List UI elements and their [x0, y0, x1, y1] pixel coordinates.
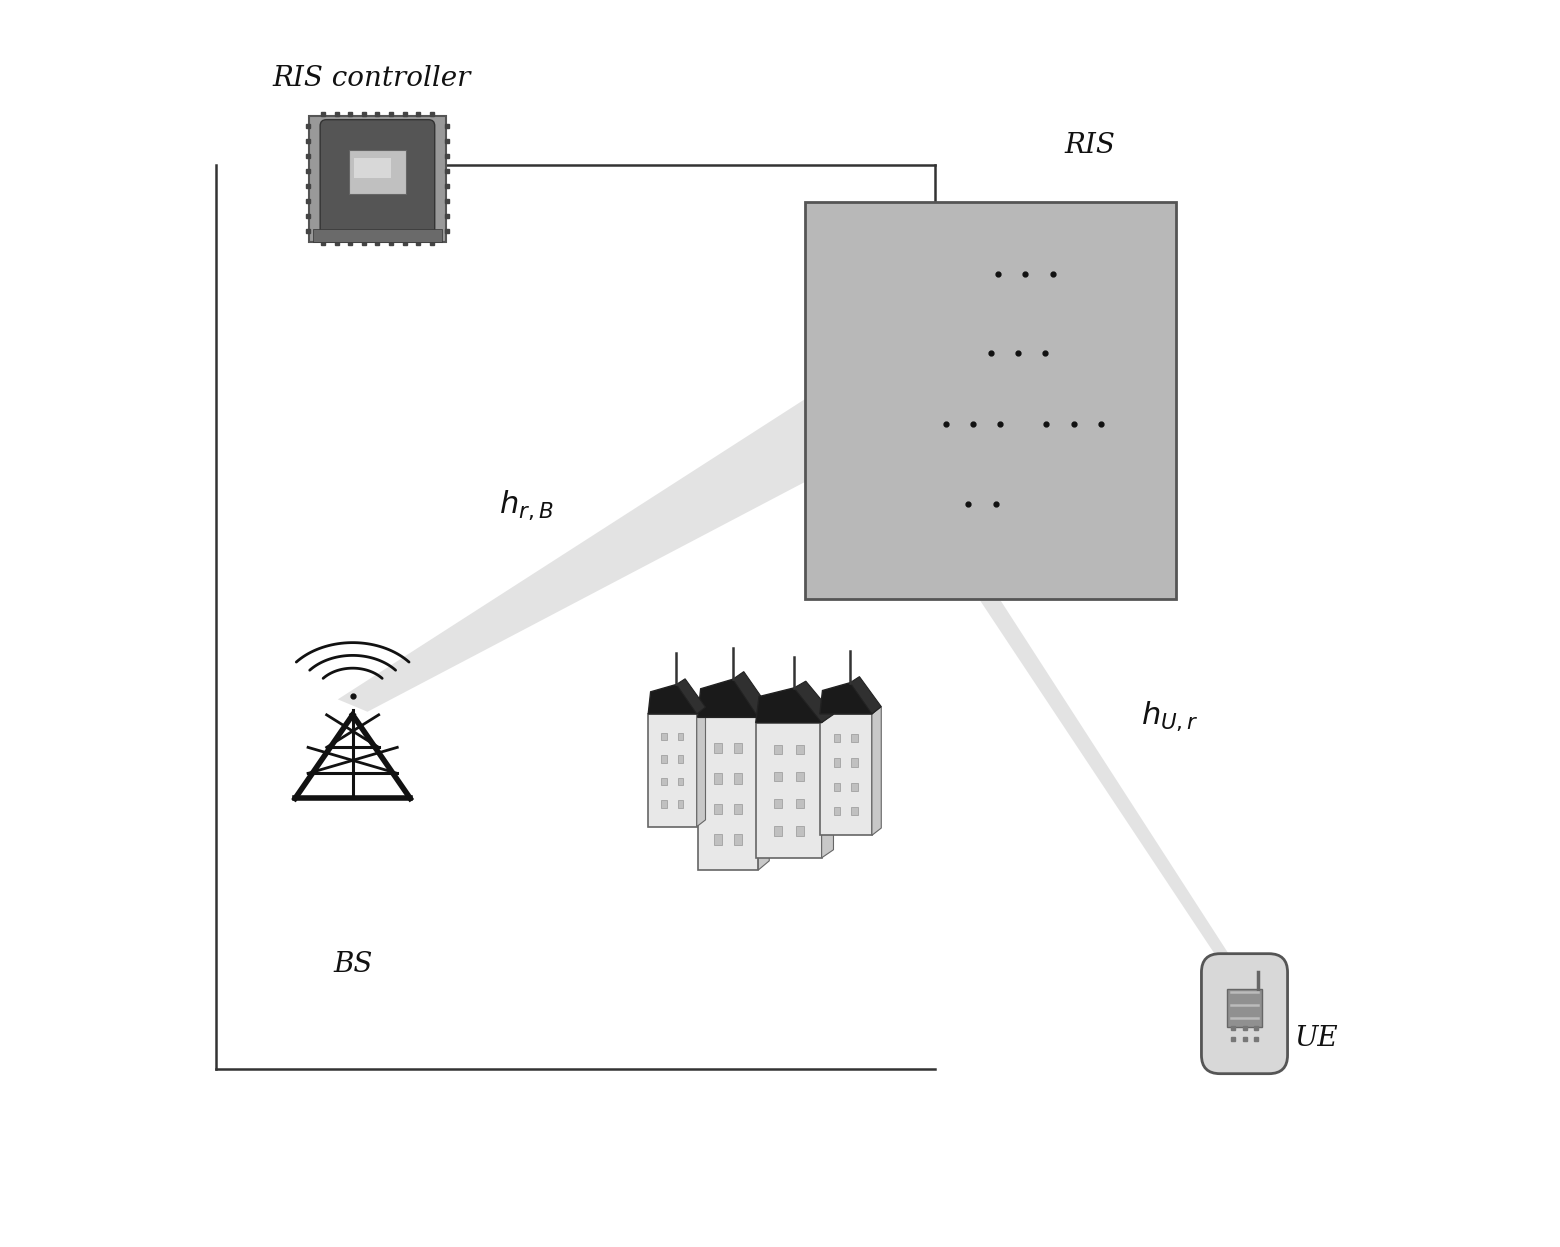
- Polygon shape: [850, 677, 881, 715]
- Polygon shape: [339, 378, 961, 712]
- Bar: [805, 202, 1176, 599]
- Bar: [661, 756, 668, 763]
- Bar: [774, 826, 782, 835]
- Polygon shape: [755, 688, 830, 722]
- Text: $h_{U,r}$: $h_{U,r}$: [1142, 700, 1200, 733]
- Bar: [821, 715, 872, 835]
- Bar: [677, 801, 683, 808]
- Bar: [774, 799, 782, 808]
- Bar: [649, 715, 697, 827]
- Polygon shape: [677, 678, 705, 715]
- Bar: [354, 158, 392, 178]
- Bar: [714, 803, 722, 814]
- Bar: [677, 756, 683, 763]
- Polygon shape: [821, 682, 878, 715]
- Polygon shape: [794, 681, 833, 722]
- Bar: [835, 758, 841, 767]
- Bar: [735, 773, 741, 784]
- Bar: [735, 803, 741, 814]
- Bar: [852, 758, 858, 767]
- Polygon shape: [697, 707, 705, 827]
- Bar: [796, 772, 803, 782]
- Bar: [349, 150, 406, 195]
- Bar: [835, 783, 841, 791]
- Polygon shape: [733, 672, 769, 717]
- Bar: [312, 229, 441, 242]
- Bar: [835, 734, 841, 742]
- Bar: [714, 834, 722, 844]
- FancyBboxPatch shape: [1201, 954, 1287, 1074]
- Polygon shape: [872, 438, 1257, 998]
- Bar: [661, 732, 668, 741]
- Bar: [835, 807, 841, 816]
- Bar: [1226, 989, 1262, 1026]
- Polygon shape: [872, 707, 881, 835]
- Bar: [661, 801, 668, 808]
- Bar: [755, 722, 822, 858]
- Bar: [774, 744, 782, 754]
- Bar: [852, 734, 858, 742]
- Text: BS: BS: [332, 950, 373, 978]
- Bar: [852, 783, 858, 791]
- Bar: [796, 744, 803, 754]
- Text: RIS: RIS: [1064, 132, 1115, 160]
- Bar: [697, 717, 758, 870]
- Bar: [677, 778, 683, 786]
- Bar: [714, 742, 722, 753]
- Bar: [735, 834, 741, 844]
- Bar: [677, 732, 683, 741]
- Bar: [714, 773, 722, 784]
- Polygon shape: [758, 708, 769, 870]
- FancyBboxPatch shape: [320, 120, 435, 239]
- Bar: [774, 772, 782, 782]
- Bar: [735, 742, 741, 753]
- Text: $h_{r,B}$: $h_{r,B}$: [499, 489, 554, 522]
- Text: RIS controller: RIS controller: [271, 65, 471, 92]
- Text: UE: UE: [1295, 1025, 1337, 1052]
- Bar: [796, 799, 803, 808]
- Bar: [852, 807, 858, 816]
- Bar: [661, 778, 668, 786]
- Polygon shape: [649, 685, 702, 715]
- Polygon shape: [697, 680, 766, 717]
- FancyBboxPatch shape: [309, 116, 446, 242]
- Polygon shape: [822, 715, 833, 858]
- Bar: [796, 826, 803, 835]
